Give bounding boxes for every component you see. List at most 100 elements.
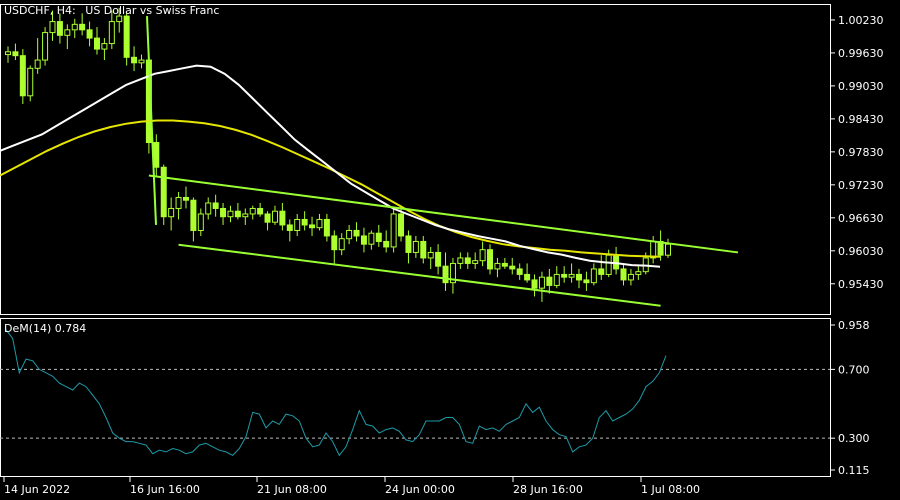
- candle-body: [160, 166, 167, 218]
- candle-body: [331, 235, 338, 251]
- price-tick-label: 0.98430: [838, 113, 884, 126]
- candle-body: [93, 37, 100, 50]
- candle-body: [383, 240, 390, 248]
- candle-body: [449, 262, 456, 284]
- candle-body: [598, 268, 605, 275]
- candle-body: [665, 243, 671, 256]
- candle-body: [538, 276, 545, 289]
- candle-body: [27, 67, 34, 97]
- time-tick-label: 28 Jun 16:00: [513, 483, 583, 496]
- time-tick-label: 24 Jun 00:00: [385, 483, 455, 496]
- candle-body: [220, 207, 227, 218]
- candle-body: [286, 224, 293, 231]
- channel-lower-line: [178, 243, 661, 307]
- candle-body: [190, 199, 197, 231]
- candle-body: [509, 265, 516, 270]
- price-tick-label: 0.96630: [838, 212, 884, 225]
- indicator-tick-label: 0.700: [838, 363, 870, 376]
- candle-body: [301, 218, 308, 226]
- chart-header: USDCHF, H4: US Dollar vs Swiss Franc: [4, 4, 219, 17]
- candle-body: [583, 279, 590, 284]
- candle-body: [131, 56, 138, 64]
- symbol-label: USDCHF, H4:: [4, 4, 76, 17]
- candle-body: [457, 257, 464, 264]
- candle-body: [34, 59, 41, 69]
- candle-body: [205, 202, 212, 215]
- price-tick-label: 0.97230: [838, 179, 884, 192]
- demarker-line: [5, 329, 667, 457]
- candle-body: [227, 210, 234, 218]
- candle-body: [472, 260, 479, 264]
- candle-body: [153, 142, 160, 168]
- time-axis: 14 Jun 2022 16 Jun 16:00 21 Jun 08:00 24 Ju…: [3, 477, 700, 496]
- candle-body: [175, 196, 182, 209]
- candle-body: [576, 273, 583, 281]
- candle-body: [234, 210, 241, 218]
- candle-body: [242, 213, 249, 218]
- candle-body: [368, 232, 375, 245]
- price-tick-label: 0.95430: [838, 278, 884, 291]
- candle-body: [294, 218, 301, 231]
- indicator-label: DeM(14) 0.784: [4, 322, 87, 335]
- candle-body: [42, 32, 49, 61]
- candle-body: [64, 29, 71, 36]
- price-pane-frame[interactable]: [0, 4, 831, 315]
- candle-body: [487, 249, 494, 270]
- time-tick-label: 16 Jun 16:00: [130, 483, 200, 496]
- candle-body: [524, 273, 531, 281]
- candle-body: [464, 257, 471, 264]
- candle-body: [338, 238, 345, 251]
- candle-body: [279, 210, 286, 226]
- candle-body: [316, 218, 323, 229]
- candle-body: [360, 235, 367, 245]
- candle-body: [390, 213, 397, 248]
- price-tick-label: 0.96030: [838, 245, 884, 258]
- candle-body: [605, 254, 612, 275]
- candle-body: [442, 265, 449, 284]
- candle-body: [12, 51, 19, 57]
- candle-body: [635, 271, 642, 275]
- candle-body: [197, 213, 204, 231]
- slow-moving-average-line: [0, 119, 661, 258]
- candle-body: [412, 240, 419, 253]
- candle-body: [56, 21, 63, 36]
- candle-body: [5, 51, 11, 56]
- candle-body: [620, 268, 627, 281]
- candle-body: [553, 273, 560, 286]
- price-tick-label: 0.97830: [838, 146, 884, 159]
- time-tick-label: 21 Jun 08:00: [257, 483, 327, 496]
- candle-body: [309, 224, 316, 229]
- candle-body: [264, 213, 271, 223]
- candle-body: [116, 15, 123, 23]
- price-tick-label: 1.00230: [838, 14, 884, 27]
- indicator-pane-frame[interactable]: [0, 318, 831, 477]
- candle-body: [516, 268, 523, 275]
- indicator-pane: [0, 329, 830, 457]
- candle-body: [108, 21, 115, 45]
- candle-body: [101, 43, 108, 50]
- candle-body: [546, 276, 553, 286]
- steep-trend-line: [146, 16, 157, 226]
- indicator-tick-label: 0.115: [838, 464, 870, 477]
- candle-body: [375, 232, 382, 242]
- candle-body: [19, 55, 26, 97]
- price-pane: [0, 7, 739, 307]
- candle-body: [405, 235, 412, 253]
- candle-body: [627, 273, 634, 281]
- candle-body: [568, 273, 575, 278]
- candle-body: [479, 249, 486, 262]
- price-axis: 1.00230 0.99630 0.99030 0.98430 0.97830 0.972…: [830, 14, 884, 291]
- candle-body: [494, 262, 501, 270]
- candle-body: [435, 251, 442, 267]
- fast-moving-average-line: [0, 64, 661, 268]
- candle-body: [249, 207, 256, 215]
- candle-body: [257, 207, 264, 215]
- indicator-tick-label: 0.958: [838, 319, 870, 332]
- candle-body: [420, 240, 427, 259]
- candle-body: [561, 273, 568, 278]
- time-tick-label: 1 Jul 08:00: [641, 483, 700, 496]
- candle-body: [79, 23, 86, 31]
- candle-body: [86, 29, 93, 39]
- candle-body: [650, 240, 657, 259]
